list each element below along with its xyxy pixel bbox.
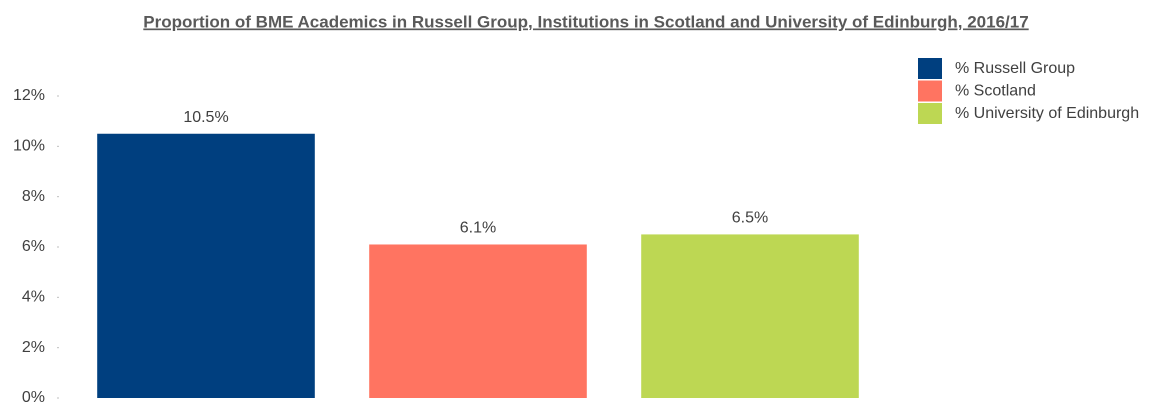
chart-title: Proportion of BME Academics in Russell G… [143, 12, 1028, 31]
data-label: 6.5% [732, 210, 768, 227]
y-tick-label: 12% [13, 87, 45, 104]
y-tick-label: 2% [22, 339, 45, 356]
legend-swatch [918, 58, 942, 79]
y-tick-label: 0% [22, 389, 45, 403]
bar [369, 244, 587, 398]
bar [97, 133, 315, 398]
data-label: 10.5% [183, 109, 228, 126]
y-tick-label: 6% [22, 238, 45, 255]
legend-swatch [918, 80, 942, 102]
data-label: 6.1% [460, 220, 496, 237]
y-tick-label: 8% [22, 188, 45, 205]
y-tick-label: 10% [13, 138, 45, 155]
legend-swatch [918, 103, 942, 124]
legend-label: % Russell Group [955, 60, 1075, 77]
legend-label: % University of Edinburgh [955, 105, 1139, 122]
legend-label: % Scotland [955, 83, 1036, 100]
y-tick-label: 4% [22, 289, 45, 306]
bar [641, 234, 859, 398]
